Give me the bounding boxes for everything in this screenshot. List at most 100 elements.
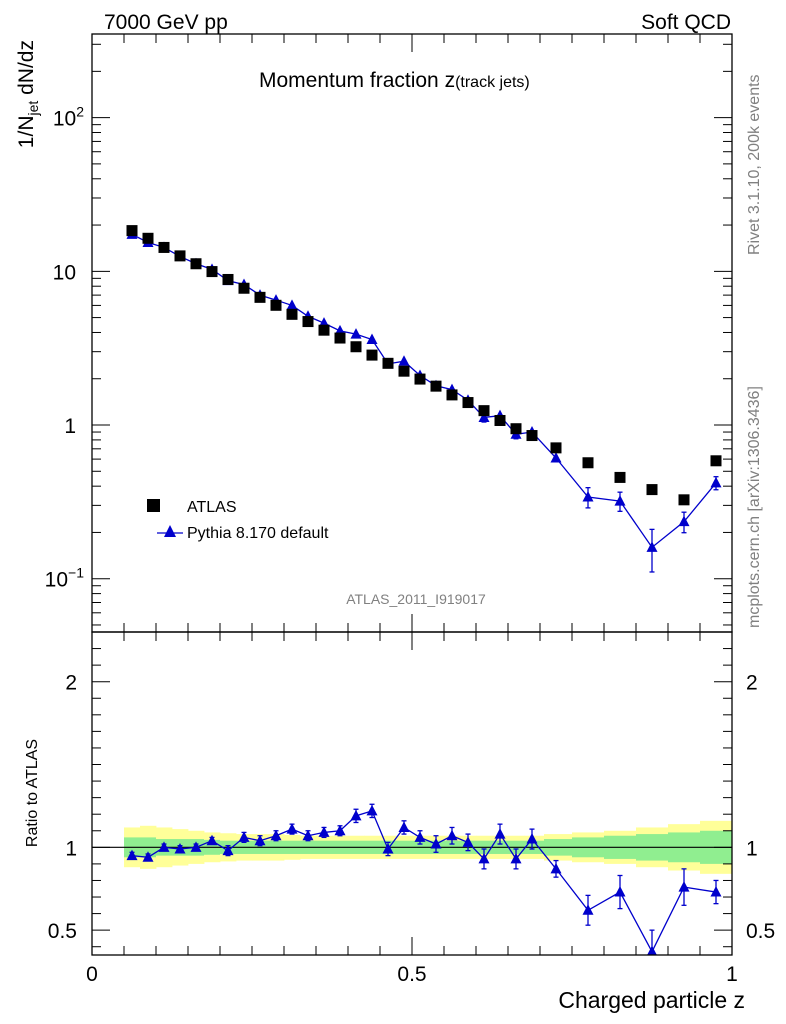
legend-pythia-label: Pythia 8.170 default [187,525,329,542]
atlas-data-point [510,423,522,435]
main-y-tick-label: 10 [53,261,76,284]
ratio-data-point [318,826,330,837]
ratio-y-tick-label-right: 0.5 [746,920,775,943]
ratio-tick-labels: 0.5 0.5 1 1 2 2 0 0.5 1 [48,672,775,986]
pythia-data-point [550,452,562,463]
main-y-tick-label: 1 [64,415,76,438]
ratio-data-point [302,829,314,841]
pythia-data-point [678,515,690,527]
legend-atlas-label: ATLAS [187,499,237,516]
atlas-data-point [382,357,394,369]
atlas-data-point [494,414,506,426]
mcplots-reference-label: mcplots.cern.ch [arXiv:1306.3436] [746,386,763,628]
atlas-data-point [206,266,218,278]
ratio-data-point [190,841,202,852]
pythia-series [126,228,722,573]
ratio-panel: 0.5 0.5 1 1 2 2 0 0.5 1 Ratio to ATLAS Charged p… [24,631,775,1013]
ratio-data-point [398,821,410,832]
atlas-data-point [254,291,266,303]
header-energy-label: 7000 GeV pp [104,11,228,34]
legend-atlas-marker [147,499,160,512]
x-tick-label: 0 [86,963,98,986]
legend-pythia-marker [164,525,176,537]
ratio-data-point [614,886,626,897]
ratio-data-point [286,823,298,834]
pythia-data-point [286,299,298,310]
atlas-data-point [270,299,282,311]
x-axis-label: Charged particle z [558,987,745,1013]
main-axis-ticks [91,34,733,632]
main-y-axis-label: 1/Njet dN/dz [15,40,41,148]
atlas-data-point [222,273,234,285]
rivet-version-label: Rivet 3.1.10, 200k events [746,74,763,255]
pythia-data-point [614,495,626,506]
ratio-data-point [710,886,722,897]
atlas-series [126,225,722,506]
atlas-data-point [430,380,442,392]
atlas-data-point [550,442,562,454]
atlas-data-point [158,241,170,253]
ratio-data-point [270,829,282,841]
header-process-label: Soft QCD [641,11,731,34]
legend: ATLAS Pythia 8.170 default [147,499,329,542]
atlas-data-point [238,282,250,294]
ratio-data-point [582,904,594,915]
atlas-data-point [366,349,378,361]
ratio-data-point [206,834,218,846]
ratio-data-point [126,849,138,861]
pythia-data-point [646,541,658,552]
atlas-data-point [646,484,658,496]
ratio-data-point [678,881,690,892]
ratio-data-point [414,831,426,842]
ratio-data-point [366,804,378,816]
ratio-y-tick-label-left: 1 [65,837,77,860]
atlas-data-point [478,405,490,417]
ratio-y-tick-label-right: 1 [746,837,758,860]
pythia-data-point [366,333,378,345]
atlas-data-point [710,455,722,467]
atlas-data-point [526,430,538,442]
ratio-data-point [494,828,506,839]
atlas-data-point [350,341,362,353]
atlas-data-point [398,365,410,377]
ratio-data-point [174,842,186,854]
ratio-data-point [142,851,154,862]
ratio-data-point [550,862,562,874]
ratio-data-point [446,829,458,841]
atlas-data-point [678,494,690,506]
atlas-data-point [126,225,138,237]
main-panel: Momentum fraction z(track jets) ATLAS_20… [15,33,733,633]
atlas-data-point [302,316,314,328]
atlas-data-point [190,258,202,270]
ratio-data-point [430,838,442,849]
ratio-y-axis-label: Ratio to ATLAS [24,739,41,847]
ratio-data-point [334,824,346,836]
atlas-data-point [414,373,426,385]
pythia-data-point [710,476,722,488]
ratio-data-point [238,831,250,842]
main-y-tick-label: 10−1 [45,565,85,592]
ratio-data-point [222,844,234,856]
main-plot-title: Momentum fraction z(track jets) [259,69,530,92]
pythia-data-point [350,328,362,339]
atlas-data-point [334,332,346,344]
pythia-data-point [478,411,490,422]
atlas-data-point [462,397,474,409]
ratio-data-point [382,842,394,854]
x-tick-label: 0.5 [397,963,426,986]
main-y-tick-label: 102 [53,104,84,131]
atlas-data-point [286,308,298,320]
ratio-data-point [478,852,490,864]
atlas-data-point [582,457,594,469]
pythia-data-point [398,355,410,366]
ratio-plot-frame [91,631,733,956]
ratio-data-point [462,836,474,847]
ratio-y-tick-label-left: 0.5 [48,920,77,943]
ratio-y-tick-label-left: 2 [65,672,77,695]
ratio-y-tick-label-right: 2 [746,672,758,695]
ratio-data-point [526,833,538,844]
ratio-data-point [158,841,170,852]
ratio-data-point [647,945,657,955]
main-plot-frame [91,33,733,633]
